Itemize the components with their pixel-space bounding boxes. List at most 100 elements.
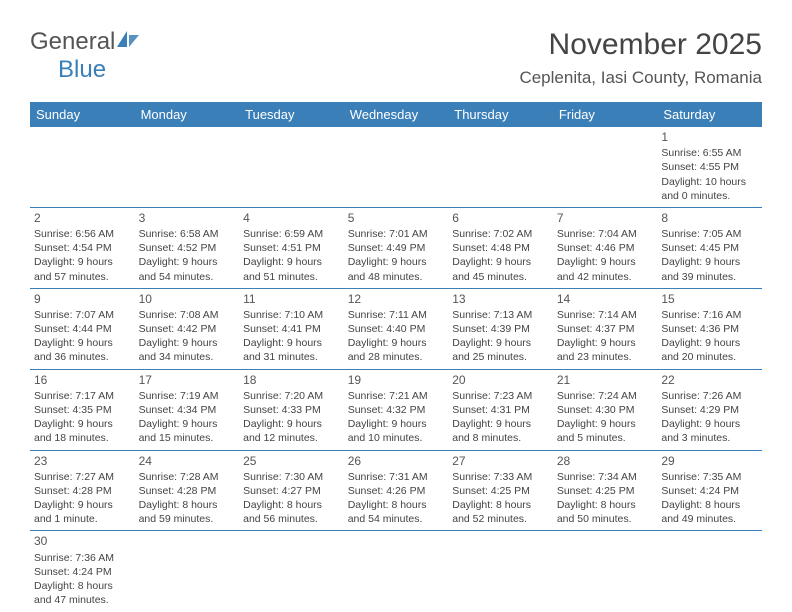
daylight-line: Daylight: 9 hours and 15 minutes.: [139, 417, 236, 445]
sunrise-line: Sunrise: 7:28 AM: [139, 470, 236, 484]
day-cell: 21Sunrise: 7:24 AMSunset: 4:30 PMDayligh…: [553, 369, 658, 450]
sunset-line: Sunset: 4:24 PM: [661, 484, 758, 498]
sunset-line: Sunset: 4:25 PM: [557, 484, 654, 498]
day-number: 4: [243, 210, 340, 226]
day-cell: 28Sunrise: 7:34 AMSunset: 4:25 PMDayligh…: [553, 450, 658, 531]
day-cell: 30Sunrise: 7:36 AMSunset: 4:24 PMDayligh…: [30, 531, 135, 611]
day-number: 28: [557, 453, 654, 469]
empty-cell: [239, 531, 344, 611]
daylight-line: Daylight: 9 hours and 54 minutes.: [139, 255, 236, 283]
title-block: November 2025 Ceplenita, Iasi County, Ro…: [519, 28, 762, 88]
day-cell: 10Sunrise: 7:08 AMSunset: 4:42 PMDayligh…: [135, 288, 240, 369]
sunset-line: Sunset: 4:35 PM: [34, 403, 131, 417]
day-number: 6: [452, 210, 549, 226]
day-cell: 9Sunrise: 7:07 AMSunset: 4:44 PMDaylight…: [30, 288, 135, 369]
weekday-header: Saturday: [657, 102, 762, 127]
weekday-header: Tuesday: [239, 102, 344, 127]
sunrise-line: Sunrise: 7:21 AM: [348, 389, 445, 403]
sunrise-line: Sunrise: 6:58 AM: [139, 227, 236, 241]
sunset-line: Sunset: 4:28 PM: [34, 484, 131, 498]
day-cell: 7Sunrise: 7:04 AMSunset: 4:46 PMDaylight…: [553, 207, 658, 288]
daylight-line: Daylight: 9 hours and 18 minutes.: [34, 417, 131, 445]
day-number: 2: [34, 210, 131, 226]
day-number: 9: [34, 291, 131, 307]
sunrise-line: Sunrise: 7:08 AM: [139, 308, 236, 322]
sunset-line: Sunset: 4:32 PM: [348, 403, 445, 417]
day-number: 21: [557, 372, 654, 388]
logo-word-general: General: [30, 28, 115, 55]
day-cell: 3Sunrise: 6:58 AMSunset: 4:52 PMDaylight…: [135, 207, 240, 288]
sunset-line: Sunset: 4:36 PM: [661, 322, 758, 336]
day-number: 7: [557, 210, 654, 226]
calendar-row: 1Sunrise: 6:55 AMSunset: 4:55 PMDaylight…: [30, 127, 762, 207]
sunset-line: Sunset: 4:41 PM: [243, 322, 340, 336]
daylight-line: Daylight: 9 hours and 45 minutes.: [452, 255, 549, 283]
daylight-line: Daylight: 9 hours and 23 minutes.: [557, 336, 654, 364]
calendar-row: 30Sunrise: 7:36 AMSunset: 4:24 PMDayligh…: [30, 531, 762, 611]
day-number: 18: [243, 372, 340, 388]
day-cell: 25Sunrise: 7:30 AMSunset: 4:27 PMDayligh…: [239, 450, 344, 531]
day-number: 17: [139, 372, 236, 388]
daylight-line: Daylight: 9 hours and 25 minutes.: [452, 336, 549, 364]
sunrise-line: Sunrise: 7:11 AM: [348, 308, 445, 322]
day-number: 19: [348, 372, 445, 388]
day-cell: 1Sunrise: 6:55 AMSunset: 4:55 PMDaylight…: [657, 127, 762, 207]
daylight-line: Daylight: 10 hours and 0 minutes.: [661, 175, 758, 203]
day-number: 30: [34, 533, 131, 549]
sunrise-line: Sunrise: 7:10 AM: [243, 308, 340, 322]
empty-cell: [135, 531, 240, 611]
month-title: November 2025: [519, 28, 762, 62]
daylight-line: Daylight: 9 hours and 1 minute.: [34, 498, 131, 526]
day-cell: 20Sunrise: 7:23 AMSunset: 4:31 PMDayligh…: [448, 369, 553, 450]
sunrise-line: Sunrise: 7:24 AM: [557, 389, 654, 403]
empty-cell: [553, 531, 658, 611]
day-cell: 2Sunrise: 6:56 AMSunset: 4:54 PMDaylight…: [30, 207, 135, 288]
day-number: 27: [452, 453, 549, 469]
sunrise-line: Sunrise: 7:23 AM: [452, 389, 549, 403]
daylight-line: Daylight: 8 hours and 52 minutes.: [452, 498, 549, 526]
day-cell: 16Sunrise: 7:17 AMSunset: 4:35 PMDayligh…: [30, 369, 135, 450]
sunset-line: Sunset: 4:24 PM: [34, 565, 131, 579]
day-cell: 14Sunrise: 7:14 AMSunset: 4:37 PMDayligh…: [553, 288, 658, 369]
daylight-line: Daylight: 9 hours and 36 minutes.: [34, 336, 131, 364]
sunset-line: Sunset: 4:33 PM: [243, 403, 340, 417]
day-cell: 26Sunrise: 7:31 AMSunset: 4:26 PMDayligh…: [344, 450, 449, 531]
day-cell: 8Sunrise: 7:05 AMSunset: 4:45 PMDaylight…: [657, 207, 762, 288]
calendar-row: 2Sunrise: 6:56 AMSunset: 4:54 PMDaylight…: [30, 207, 762, 288]
empty-cell: [239, 127, 344, 207]
daylight-line: Daylight: 9 hours and 8 minutes.: [452, 417, 549, 445]
day-number: 12: [348, 291, 445, 307]
sunset-line: Sunset: 4:42 PM: [139, 322, 236, 336]
daylight-line: Daylight: 9 hours and 20 minutes.: [661, 336, 758, 364]
sunrise-line: Sunrise: 7:30 AM: [243, 470, 340, 484]
sunset-line: Sunset: 4:27 PM: [243, 484, 340, 498]
day-cell: 29Sunrise: 7:35 AMSunset: 4:24 PMDayligh…: [657, 450, 762, 531]
empty-cell: [30, 127, 135, 207]
sunset-line: Sunset: 4:26 PM: [348, 484, 445, 498]
sunset-line: Sunset: 4:40 PM: [348, 322, 445, 336]
sunrise-line: Sunrise: 7:01 AM: [348, 227, 445, 241]
empty-cell: [553, 127, 658, 207]
day-number: 16: [34, 372, 131, 388]
sunset-line: Sunset: 4:55 PM: [661, 160, 758, 174]
sunset-line: Sunset: 4:46 PM: [557, 241, 654, 255]
sail-icon: [115, 28, 141, 56]
day-number: 20: [452, 372, 549, 388]
day-number: 13: [452, 291, 549, 307]
sunrise-line: Sunrise: 7:31 AM: [348, 470, 445, 484]
calendar-row: 16Sunrise: 7:17 AMSunset: 4:35 PMDayligh…: [30, 369, 762, 450]
sunset-line: Sunset: 4:51 PM: [243, 241, 340, 255]
sunset-line: Sunset: 4:34 PM: [139, 403, 236, 417]
daylight-line: Daylight: 9 hours and 39 minutes.: [661, 255, 758, 283]
day-number: 22: [661, 372, 758, 388]
empty-cell: [344, 531, 449, 611]
day-cell: 12Sunrise: 7:11 AMSunset: 4:40 PMDayligh…: [344, 288, 449, 369]
day-number: 29: [661, 453, 758, 469]
daylight-line: Daylight: 8 hours and 59 minutes.: [139, 498, 236, 526]
day-cell: 11Sunrise: 7:10 AMSunset: 4:41 PMDayligh…: [239, 288, 344, 369]
calendar-table: Sunday Monday Tuesday Wednesday Thursday…: [30, 102, 762, 611]
weekday-header: Monday: [135, 102, 240, 127]
daylight-line: Daylight: 9 hours and 12 minutes.: [243, 417, 340, 445]
daylight-line: Daylight: 9 hours and 57 minutes.: [34, 255, 131, 283]
day-cell: 6Sunrise: 7:02 AMSunset: 4:48 PMDaylight…: [448, 207, 553, 288]
